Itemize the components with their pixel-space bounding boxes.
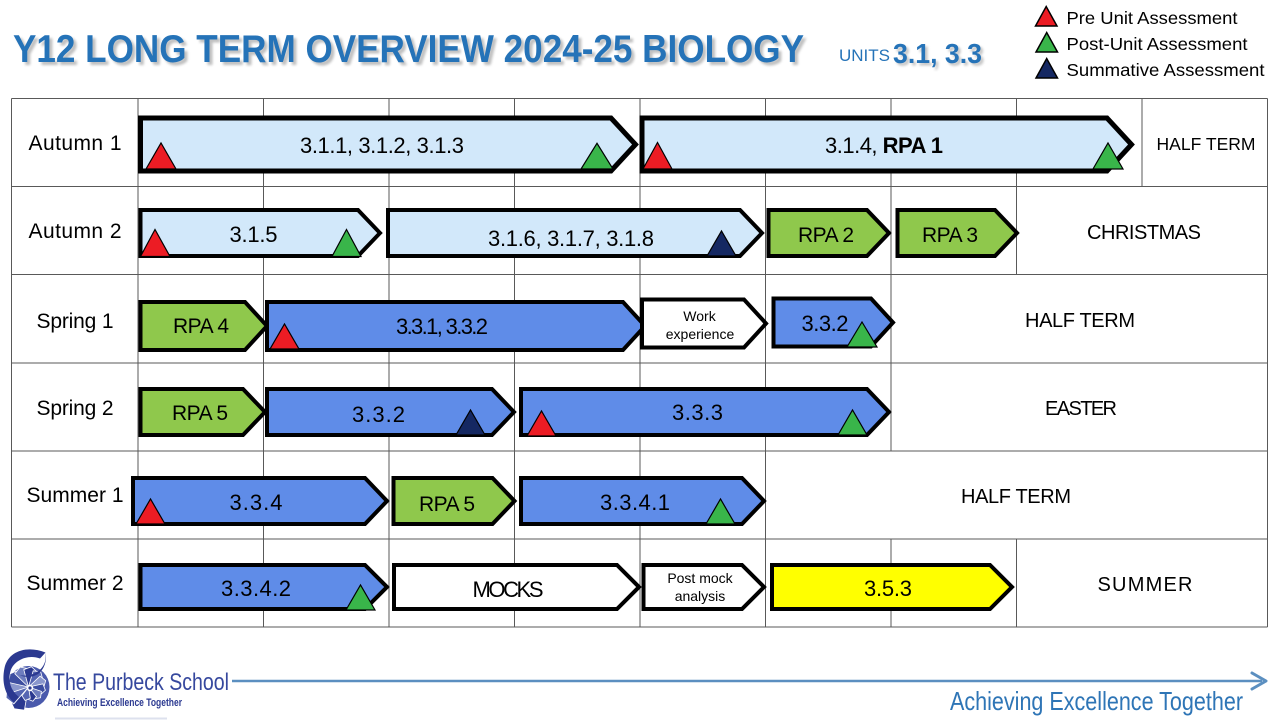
svg-text:RPA 5: RPA 5 — [419, 493, 475, 516]
svg-text:The Purbeck School: The Purbeck School — [53, 669, 229, 696]
svg-text:3.3.1, 3.3.2: 3.3.1, 3.3.2 — [396, 314, 488, 339]
svg-text:Y12 LONG TERM OVERVIEW 2024-25: Y12 LONG TERM OVERVIEW 2024-25 BIOLOGY — [16, 31, 807, 74]
svg-text:Summer 1: Summer 1 — [27, 484, 124, 507]
svg-text:3.1.1, 3.1.2, 3.1.3: 3.1.1, 3.1.2, 3.1.3 — [300, 133, 464, 158]
svg-text:SUMMER: SUMMER — [1098, 574, 1193, 596]
svg-text:3.3.4.1: 3.3.4.1 — [600, 490, 670, 515]
svg-text:Achieving Excellence Together: Achieving Excellence Together — [57, 697, 183, 709]
svg-text:experience: experience — [666, 326, 735, 342]
svg-text:3.3.4: 3.3.4 — [230, 490, 283, 515]
svg-text:HALF TERM: HALF TERM — [1157, 134, 1256, 154]
svg-text:CHRISTMAS: CHRISTMAS — [1087, 222, 1201, 244]
svg-text:3.3.3: 3.3.3 — [672, 400, 723, 425]
svg-text:3.1.6, 3.1.7, 3.1.8: 3.1.6, 3.1.7, 3.1.8 — [488, 226, 654, 251]
svg-text:Summer 2: Summer 2 — [27, 572, 124, 595]
svg-text:Summative Assessment: Summative Assessment — [1067, 60, 1265, 80]
svg-text:3.5.3: 3.5.3 — [864, 576, 912, 601]
svg-text:Post-Unit Assessment: Post-Unit Assessment — [1067, 34, 1248, 54]
svg-text:3.1.4, RPA 1: 3.1.4, RPA 1 — [825, 133, 943, 158]
svg-text:Spring 2: Spring 2 — [37, 397, 114, 420]
svg-text:analysis: analysis — [675, 588, 726, 604]
svg-text:Achieving Excellence Together: Achieving Excellence Together — [950, 686, 1243, 716]
svg-text:RPA 2: RPA 2 — [798, 224, 854, 247]
svg-text:3.3.2: 3.3.2 — [352, 402, 405, 427]
svg-text:Spring 1: Spring 1 — [37, 310, 114, 333]
svg-text:Autumn 1: Autumn 1 — [29, 132, 122, 155]
svg-text:3.3.4.2: 3.3.4.2 — [221, 576, 291, 601]
svg-text:Work: Work — [683, 308, 716, 324]
svg-text:Y12 LONG TERM OVERVIEW 2024-25: Y12 LONG TERM OVERVIEW 2024-25 BIOLOGY — [13, 28, 804, 71]
svg-text:3.1.5: 3.1.5 — [230, 222, 278, 247]
svg-text:RPA 5: RPA 5 — [172, 402, 228, 425]
svg-text:RPA 4: RPA 4 — [173, 315, 229, 338]
svg-text:Post mock: Post mock — [667, 570, 733, 586]
svg-text:RPA 3: RPA 3 — [922, 224, 978, 247]
svg-text:Pre Unit Assessment: Pre Unit Assessment — [1067, 8, 1238, 28]
svg-text:EASTER: EASTER — [1045, 398, 1117, 420]
svg-text:3.1, 3.3: 3.1, 3.3 — [893, 38, 982, 69]
svg-text:HALF TERM: HALF TERM — [1025, 310, 1135, 332]
svg-text:3.1, 3.3: 3.1, 3.3 — [896, 41, 985, 72]
svg-text:UNITS: UNITS — [839, 47, 890, 65]
svg-text:3.3.2: 3.3.2 — [802, 311, 849, 336]
svg-text:Autumn 2: Autumn 2 — [29, 220, 122, 243]
svg-text:MOCKS: MOCKS — [473, 577, 544, 602]
svg-text:HALF TERM: HALF TERM — [961, 486, 1071, 508]
